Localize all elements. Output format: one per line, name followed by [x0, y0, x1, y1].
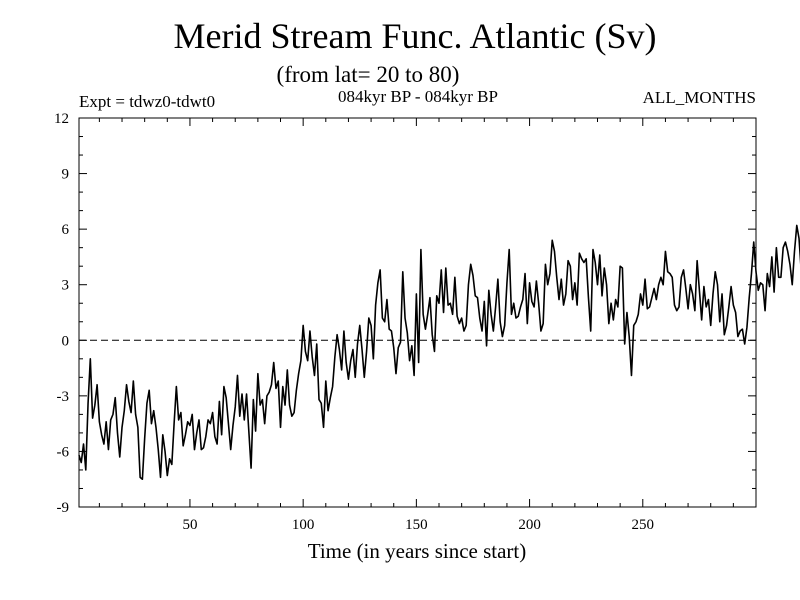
- y-tick-label: 9: [62, 167, 70, 183]
- y-tick-label: 0: [62, 333, 70, 349]
- y-tick-label: 12: [54, 111, 69, 127]
- series-line-0: [78, 224, 800, 481]
- x-axis-label: Time (in years since start): [308, 539, 527, 563]
- x-tick-label: 50: [182, 517, 197, 533]
- period-label: 084kyr BP - 084kyr BP: [338, 87, 498, 106]
- chart-subtitle: (from lat= 20 to 80): [277, 62, 460, 87]
- y-tick-label: -9: [57, 500, 70, 516]
- months-label: ALL_MONTHS: [643, 88, 756, 107]
- expt-label: Expt = tdwz0-tdwt0: [79, 92, 215, 111]
- chart-title: Merid Stream Func. Atlantic (Sv): [174, 16, 657, 56]
- y-tick-label: 6: [62, 222, 70, 238]
- x-tick-label: 250: [632, 517, 655, 533]
- x-tick-label: 100: [292, 517, 315, 533]
- y-tick-label: -6: [57, 444, 70, 460]
- y-tick-label: -3: [57, 389, 70, 405]
- plot-frame: [78, 117, 757, 508]
- x-tick-label: 150: [405, 517, 428, 533]
- x-tick-label: 200: [518, 517, 541, 533]
- y-tick-label: 3: [62, 278, 70, 294]
